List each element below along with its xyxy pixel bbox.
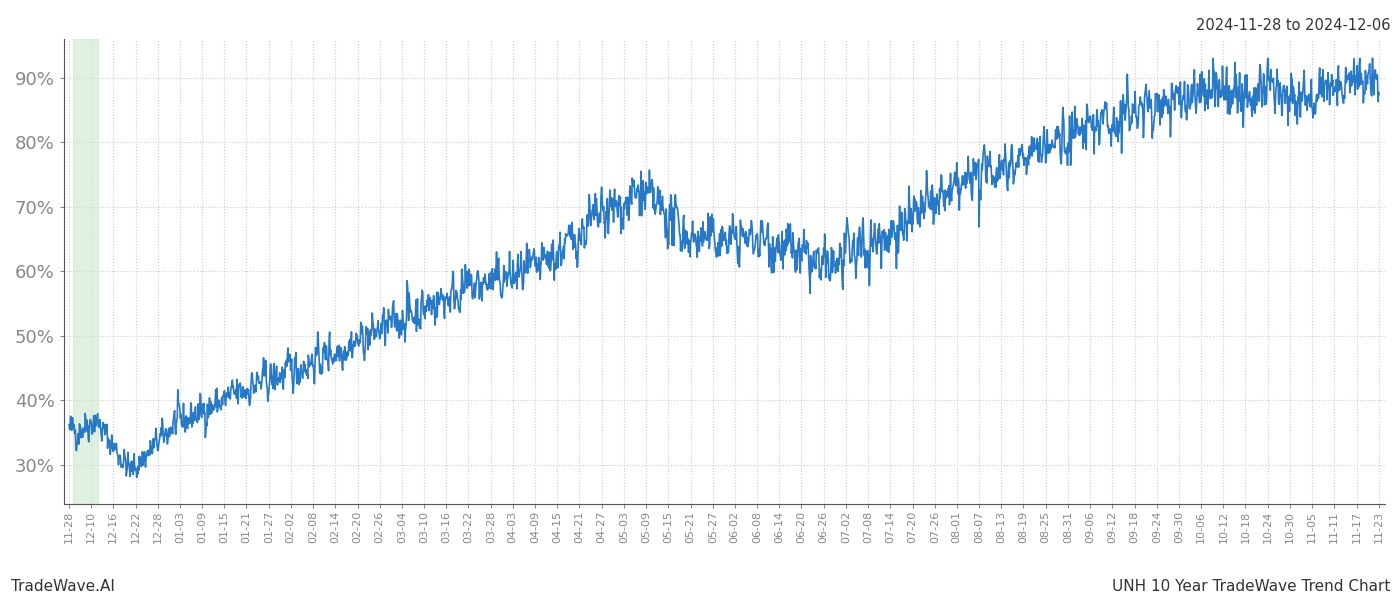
Bar <box>73 39 98 503</box>
Text: TradeWave.AI: TradeWave.AI <box>11 579 115 594</box>
Text: UNH 10 Year TradeWave Trend Chart: UNH 10 Year TradeWave Trend Chart <box>1112 579 1390 594</box>
Text: 2024-11-28 to 2024-12-06: 2024-11-28 to 2024-12-06 <box>1196 18 1390 33</box>
